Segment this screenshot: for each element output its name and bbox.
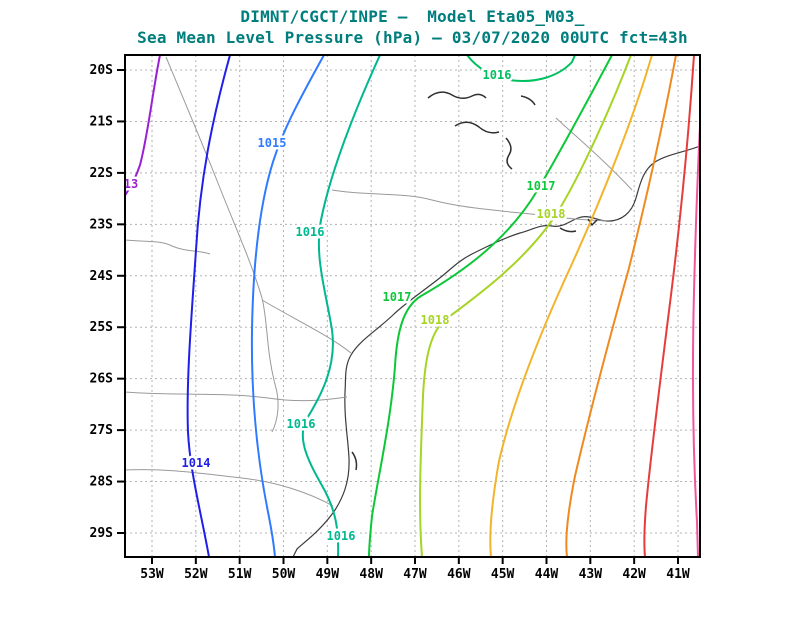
contour-lines bbox=[125, 55, 700, 557]
x-tick-label: 46W bbox=[447, 567, 471, 582]
chart-title-block: DIMNT/CGCT/INPE – Model Eta05_M03_ Sea M… bbox=[25, 6, 800, 48]
state-border bbox=[555, 117, 633, 191]
x-tick-label: 49W bbox=[316, 567, 340, 582]
chart-title-line1: DIMNT/CGCT/INPE – Model Eta05_M03_ bbox=[240, 7, 585, 26]
water-body bbox=[520, 95, 536, 106]
y-tick-label: 25S bbox=[90, 320, 114, 335]
contour-label: 1016 bbox=[327, 529, 356, 543]
x-tick-label: 43W bbox=[579, 567, 603, 582]
contour-label: 1016 bbox=[287, 417, 316, 431]
contour-labels: 13 1014 1015 1016 1016 1016 1016 1017 1017 1018 10… bbox=[121, 66, 568, 546]
contour-label: 1016 bbox=[483, 68, 512, 82]
state-border bbox=[331, 189, 607, 222]
contour-line-1016 bbox=[301, 55, 381, 557]
state-border bbox=[165, 56, 279, 433]
y-tick-label: 28S bbox=[90, 475, 114, 490]
x-tick-label: 41W bbox=[666, 567, 690, 582]
contour-label: 1017 bbox=[383, 290, 412, 304]
y-tick-label: 29S bbox=[90, 526, 114, 541]
axis-labels: 53W 52W 51W 50W 49W 48W 47W 46W 45W 44W 43W 42W 41W 2… bbox=[90, 63, 690, 582]
x-tick-label: 51W bbox=[228, 567, 252, 582]
x-tick-label: 52W bbox=[184, 567, 208, 582]
state-border bbox=[125, 469, 334, 507]
water-body bbox=[505, 137, 513, 170]
coastline bbox=[292, 145, 700, 557]
water-body bbox=[351, 451, 358, 471]
x-tick-label: 47W bbox=[403, 567, 427, 582]
contour-line-1015 bbox=[250, 55, 325, 557]
contour-line-1016 bbox=[466, 55, 576, 82]
contour-label: 1016 bbox=[296, 225, 325, 239]
y-tick-label: 21S bbox=[90, 114, 114, 129]
contour-label: 1017 bbox=[527, 179, 556, 193]
state-border bbox=[125, 391, 348, 402]
x-tick-label: 50W bbox=[272, 567, 296, 582]
x-tick-label: 53W bbox=[140, 567, 164, 582]
contour-label: 1018 bbox=[537, 207, 566, 221]
contour-line-1017 bbox=[368, 55, 613, 557]
contour-line-1014 bbox=[186, 55, 231, 557]
water-body bbox=[427, 91, 487, 99]
contour-line-1019 bbox=[489, 55, 653, 557]
contour-label: 1014 bbox=[182, 456, 211, 470]
y-tick-label: 24S bbox=[90, 269, 114, 284]
y-tick-label: 27S bbox=[90, 423, 114, 438]
contour-line-1022 bbox=[692, 107, 700, 557]
x-tick-label: 48W bbox=[359, 567, 383, 582]
x-tick-label: 44W bbox=[535, 567, 559, 582]
grid bbox=[125, 55, 700, 557]
water-body bbox=[454, 121, 500, 134]
y-tick-label: 23S bbox=[90, 217, 114, 232]
y-tick-label: 22S bbox=[90, 166, 114, 181]
plot-frame bbox=[124, 54, 701, 558]
geography bbox=[125, 56, 700, 557]
state-border bbox=[125, 239, 211, 255]
plot-border bbox=[124, 54, 701, 558]
x-tick-label: 42W bbox=[622, 567, 646, 582]
contour-line-1021 bbox=[643, 55, 695, 557]
state-border bbox=[261, 299, 352, 354]
contour-line-1013 bbox=[125, 55, 161, 197]
y-tick-label: 20S bbox=[90, 63, 114, 78]
water-body bbox=[559, 227, 577, 233]
contour-label: 13 bbox=[124, 177, 138, 191]
contour-line-1018 bbox=[419, 55, 632, 557]
x-tick-label: 45W bbox=[491, 567, 515, 582]
water-body bbox=[587, 218, 598, 227]
contour-label: 1015 bbox=[258, 136, 287, 150]
contour-label: 1018 bbox=[421, 313, 450, 327]
y-tick-label: 26S bbox=[90, 372, 114, 387]
chart-title-line2: Sea Mean Level Pressure (hPa) – 03/07/20… bbox=[137, 28, 688, 47]
contour-line-1020 bbox=[565, 55, 677, 557]
